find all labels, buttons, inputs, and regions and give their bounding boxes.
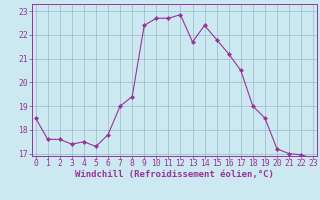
X-axis label: Windchill (Refroidissement éolien,°C): Windchill (Refroidissement éolien,°C) — [75, 170, 274, 179]
